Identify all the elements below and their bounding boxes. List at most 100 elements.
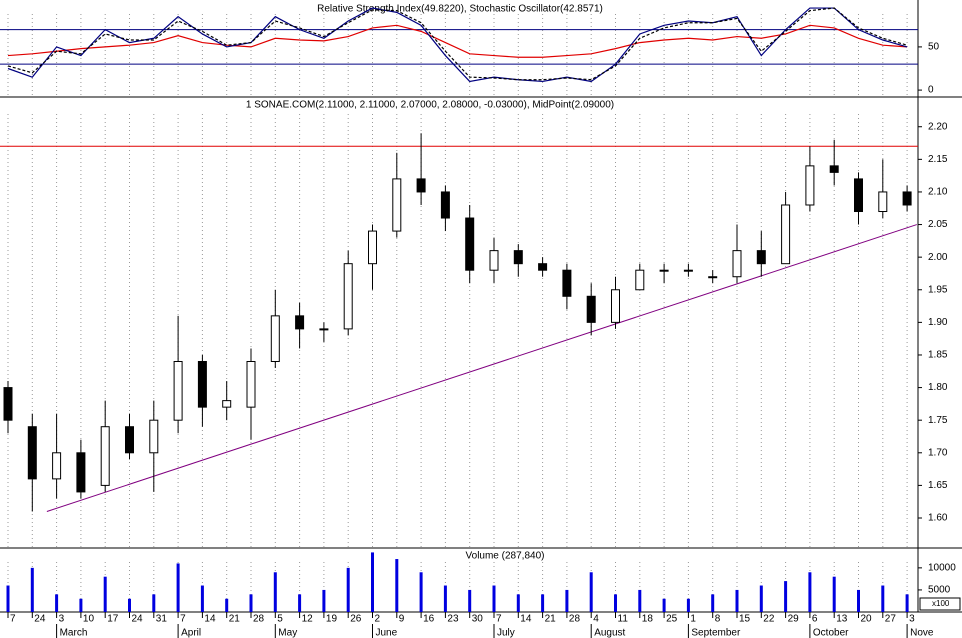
- indicator-line: [7, 7, 908, 83]
- candle-body: [343, 263, 353, 330]
- x-tick-label: 12: [302, 614, 314, 625]
- volume-bar: [152, 594, 156, 612]
- indicator-line: [7, 24, 908, 58]
- candle-body: [732, 250, 742, 278]
- candle-body: [295, 315, 305, 330]
- volume-bar: [273, 572, 277, 612]
- candle-body: [149, 419, 159, 454]
- y-tick-label: 2.20: [928, 121, 948, 132]
- candle-body: [756, 250, 766, 265]
- x-tick-label: 21: [545, 614, 557, 625]
- candle-body: [829, 165, 839, 173]
- x-tick-label: 7: [496, 614, 502, 625]
- y-tick-label: 10000: [928, 563, 956, 574]
- candle-body: [100, 426, 110, 486]
- x-tick-label: 2: [375, 614, 381, 625]
- x-tick-label: 5: [277, 614, 283, 625]
- volume-bar: [784, 581, 788, 612]
- y-tick-label: 1.60: [928, 513, 948, 524]
- x-tick-label: 14: [520, 614, 532, 625]
- candle-body: [465, 217, 475, 271]
- x-tick-label: 31: [156, 614, 168, 625]
- x-tick-label: 13: [836, 614, 848, 625]
- x-tick-label: 22: [763, 614, 775, 625]
- volume-bar: [905, 594, 909, 612]
- x-tick-label: 7: [10, 614, 16, 625]
- candle-body: [197, 360, 207, 408]
- volume-bar: [638, 589, 642, 612]
- volume-bar: [298, 594, 302, 612]
- month-label: Nove: [910, 628, 934, 638]
- candle-body: [173, 360, 183, 421]
- x-tick-label: 25: [666, 614, 678, 625]
- x-tick-label: 24: [34, 614, 46, 625]
- x-tick-label: 24: [132, 614, 144, 625]
- volume-bar: [55, 594, 59, 612]
- x-tick-label: 1: [690, 614, 696, 625]
- x-tick-label: 10: [83, 614, 95, 625]
- volume-bar: [614, 594, 617, 612]
- volume-bar: [541, 594, 545, 612]
- candle-body: [76, 452, 86, 493]
- candle-body: [319, 328, 329, 331]
- x-tick-label: 28: [253, 614, 265, 625]
- volume-bar: [225, 598, 229, 612]
- x-tick-label: 6: [812, 614, 818, 625]
- price-title: 1 SONAE.COM(2.11000, 2.11000, 2.07000, 2…: [246, 100, 614, 111]
- x-tick-label: 28: [569, 614, 581, 625]
- x-tick-label: 29: [788, 614, 800, 625]
- month-label: April: [181, 628, 201, 638]
- volume-bar: [176, 563, 180, 612]
- volume-bar: [371, 552, 374, 612]
- candle-body: [489, 250, 499, 271]
- x-tick-label: 18: [642, 614, 654, 625]
- y-tick-label: 50: [928, 42, 940, 53]
- volume-bar: [686, 598, 690, 612]
- volume-bar: [200, 585, 204, 612]
- candle-body: [878, 191, 888, 213]
- y-tick-label: 0: [928, 85, 934, 96]
- volume-bar: [128, 598, 131, 612]
- volume-bar: [443, 585, 447, 612]
- y-tick-label: 2.15: [928, 154, 948, 165]
- volume-bar: [79, 598, 83, 612]
- candle-body: [902, 191, 912, 206]
- month-label: September: [691, 628, 741, 638]
- y-tick-label: 1.90: [928, 317, 948, 328]
- candle-body: [222, 400, 232, 408]
- trendline: [46, 224, 917, 512]
- x-tick-label: 21: [229, 614, 241, 625]
- volume-title: Volume (287,840): [466, 551, 545, 562]
- x-tick-label: 4: [593, 614, 599, 625]
- volume-bar: [346, 567, 350, 612]
- x-tick-label: 7: [180, 614, 186, 625]
- month-label: October: [813, 628, 849, 638]
- candle-body: [683, 269, 693, 272]
- volume-bar: [589, 572, 593, 612]
- y-tick-label: 1.95: [928, 284, 948, 295]
- volume-bar: [662, 598, 666, 612]
- candle-body: [854, 178, 863, 213]
- candle-body: [52, 452, 62, 480]
- volume-bar: [857, 589, 860, 612]
- volume-bar: [395, 559, 399, 612]
- candle-body: [781, 204, 791, 265]
- candle-body: [440, 191, 450, 219]
- x-tick-label: 15: [739, 614, 751, 625]
- volume-bar: [322, 589, 326, 612]
- x-tick-label: 3: [59, 614, 65, 625]
- x-tick-label: 3: [909, 614, 915, 625]
- y-tick-label: 1.75: [928, 415, 948, 426]
- candle-body: [416, 178, 426, 193]
- x-tick-label: 8: [715, 614, 721, 625]
- indicator-title: Relative Strength Index(49.8220), Stocha…: [317, 4, 603, 15]
- y-tick-label: 2.00: [928, 252, 948, 263]
- x-tick-label: 16: [423, 614, 435, 625]
- x-tick-label: 11: [618, 614, 629, 625]
- unit-box: [919, 597, 961, 611]
- x-tick-label: 9: [399, 614, 405, 625]
- y-tick-label: 1.80: [928, 382, 948, 393]
- volume-bar: [516, 594, 520, 612]
